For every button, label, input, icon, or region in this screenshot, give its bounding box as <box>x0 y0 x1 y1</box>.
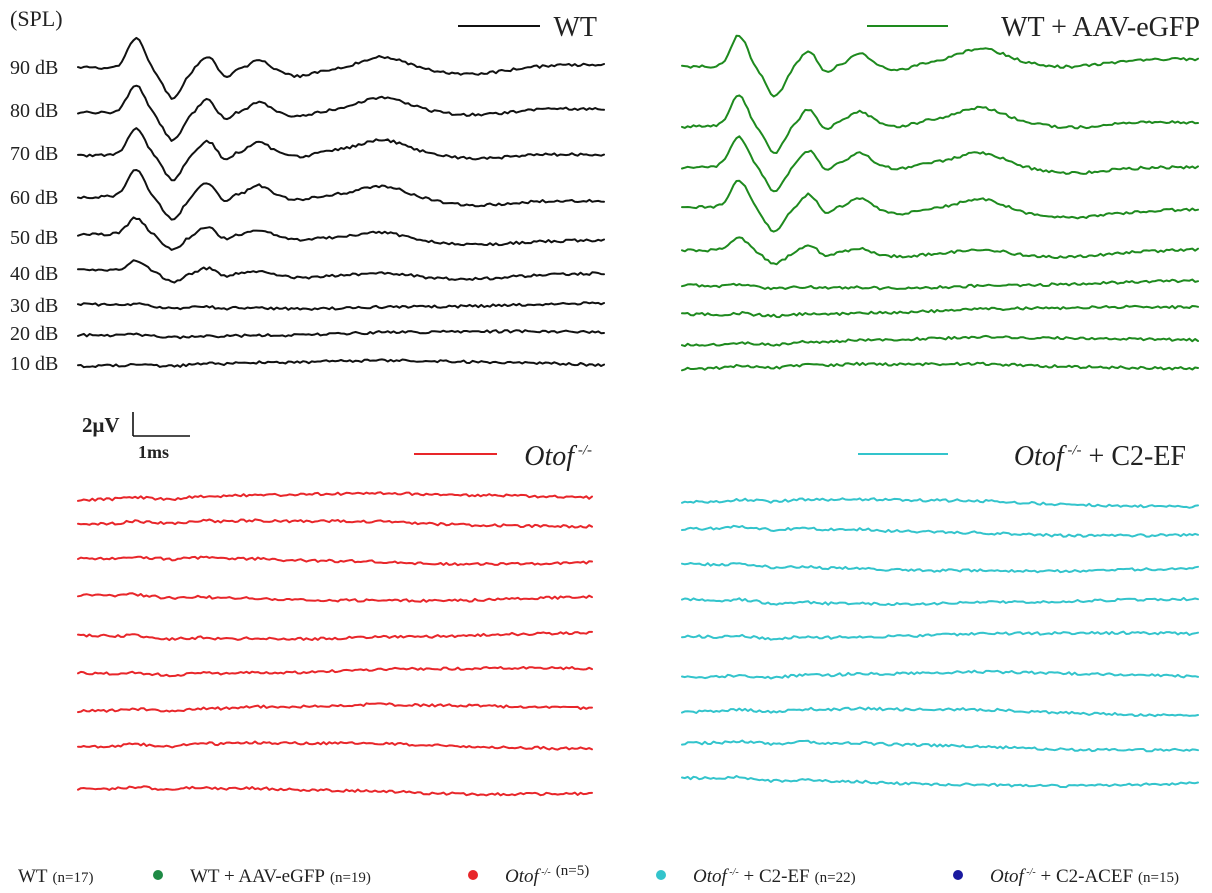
spl-level-label: 60 dB <box>10 187 58 209</box>
trace-otof-ko-1 <box>77 491 593 502</box>
legend-label-otof-ko-c2ef: Otof -/- + C2-EF <box>1014 441 1186 472</box>
trace-wt-6 <box>77 259 605 284</box>
trace-wt-8 <box>77 329 605 340</box>
scale-bar-time-label: 1ms <box>138 442 169 462</box>
trace-otof-ko-c2ef-9 <box>681 775 1199 789</box>
trace-otof-ko-c2ef-2 <box>681 524 1199 538</box>
spl-level-label: 10 dB <box>10 353 58 375</box>
trace-wt-7 <box>77 301 605 311</box>
trace-wt-aav-egfp-9 <box>681 361 1199 372</box>
trace-wt-1 <box>77 36 605 100</box>
legend-label-otof-ko: Otof -/- <box>524 441 592 472</box>
panel-wt-aav-egfp: WT + AAV-eGFP <box>681 12 1200 372</box>
spl-level-label: 30 dB <box>10 295 58 317</box>
trace-otof-ko-2 <box>77 518 593 529</box>
trace-wt-aav-egfp-2 <box>681 94 1199 154</box>
trace-otof-ko-4 <box>77 592 593 603</box>
scale-bar-amplitude-label: 2μV <box>82 413 120 437</box>
bottom-legend-label: Otof -/- + C2-EF (n=22) <box>693 866 856 887</box>
trace-wt-aav-egfp-3 <box>681 135 1199 193</box>
spl-level-label: 40 dB <box>10 263 58 285</box>
spl-level-label: 90 dB <box>10 57 58 79</box>
legend-label-wt: WT <box>553 12 597 43</box>
trace-otof-ko-9 <box>77 785 593 797</box>
bottom-legend-label: WT (n=17) <box>18 866 94 887</box>
trace-wt-2 <box>77 84 605 142</box>
trace-otof-ko-c2ef-7 <box>681 706 1199 718</box>
spl-level-label: 70 dB <box>10 143 58 165</box>
legend-marker <box>468 870 478 880</box>
trace-wt-aav-egfp-5 <box>681 236 1199 266</box>
trace-otof-ko-3 <box>77 555 593 567</box>
panel-layer: WT WT + AAV-eGFP Otof -/- Otof -/- + C2-EF <box>77 12 1200 797</box>
spl-level-label: 50 dB <box>10 227 58 249</box>
trace-otof-ko-c2ef-5 <box>681 630 1199 641</box>
bottom-legend-label: Otof -/- (n=5) <box>505 863 589 887</box>
bottom-legend-label: Otof -/- + C2-ACEF (n=15) <box>990 866 1179 887</box>
bottom-legend-label: WT + AAV-eGFP (n=19) <box>190 866 371 887</box>
spl-level-axis: (SPL) 90 dB 80 dB 70 dB 60 dB 50 dB 40 dB 30 d… <box>10 6 63 375</box>
spl-level-label: 20 dB <box>10 323 58 345</box>
trace-wt-4 <box>77 169 605 221</box>
trace-wt-9 <box>77 358 605 369</box>
trace-otof-ko-5 <box>77 630 593 642</box>
trace-otof-ko-c2ef-1 <box>681 497 1199 509</box>
legend-marker <box>153 870 163 880</box>
trace-wt-aav-egfp-6 <box>681 278 1199 291</box>
spl-header: (SPL) <box>10 6 63 31</box>
panel-wt: WT <box>77 12 605 369</box>
trace-otof-ko-c2ef-3 <box>681 562 1199 574</box>
trace-otof-ko-6 <box>77 666 593 678</box>
panel-otof-ko: Otof -/- <box>77 441 593 797</box>
legend-marker <box>953 870 963 880</box>
trace-wt-aav-egfp-4 <box>681 179 1199 233</box>
trace-wt-aav-egfp-1 <box>681 34 1199 98</box>
trace-otof-ko-c2ef-8 <box>681 739 1199 753</box>
trace-wt-3 <box>77 127 605 182</box>
trace-otof-ko-c2ef-6 <box>681 669 1199 680</box>
spl-level-label: 80 dB <box>10 100 58 122</box>
bottom-legend: WT (n=17) WT + AAV-eGFP (n=19) Otof -/- (n=5)… <box>18 863 1179 887</box>
trace-otof-ko-7 <box>77 702 593 714</box>
trace-wt-aav-egfp-7 <box>681 304 1199 319</box>
trace-otof-ko-c2ef-4 <box>681 596 1199 606</box>
trace-otof-ko-8 <box>77 740 593 751</box>
panel-otof-ko-c2ef: Otof -/- + C2-EF <box>681 441 1199 789</box>
legend-label-wt-aav-egfp: WT + AAV-eGFP <box>1001 12 1200 43</box>
trace-wt-aav-egfp-8 <box>681 334 1199 348</box>
legend-marker <box>656 870 666 880</box>
scale-bar: 2μV 1ms <box>82 412 190 462</box>
trace-wt-5 <box>77 216 605 251</box>
